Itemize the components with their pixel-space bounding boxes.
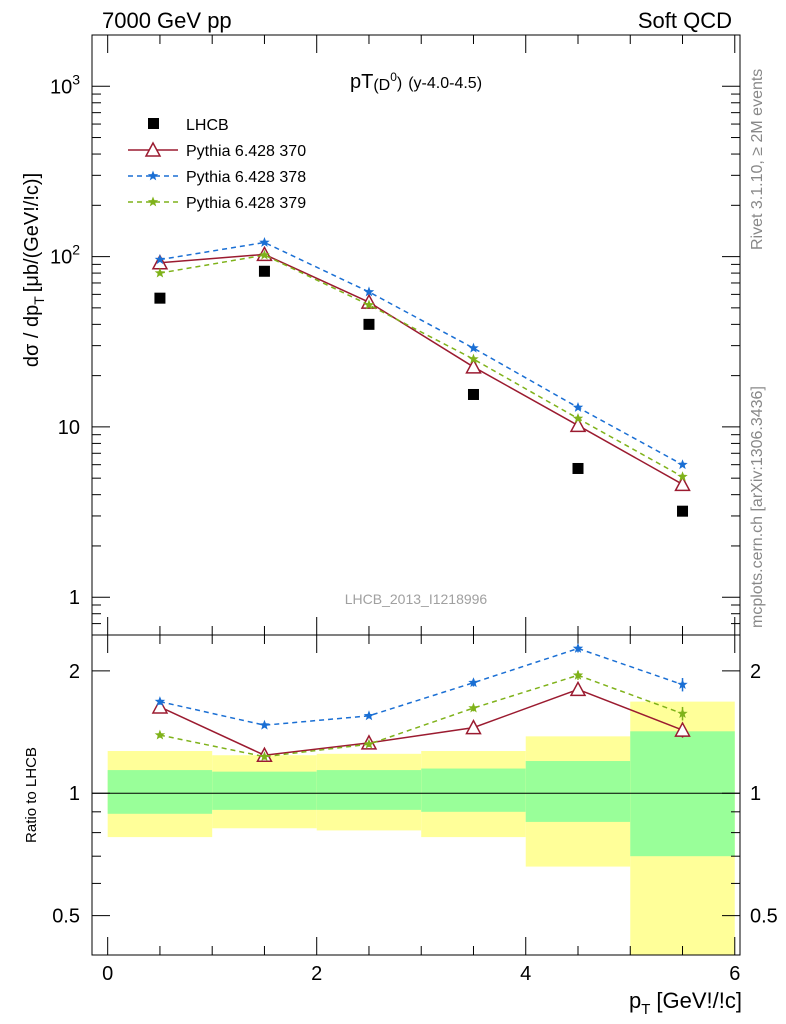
ratio-line-pythia-6-428-370 bbox=[159, 688, 683, 757]
legend-entry-pythia-378: Pythia 6.428 378 bbox=[128, 169, 306, 186]
ratio-point-pythia-6-428-379 bbox=[572, 669, 584, 680]
ratio-point-pythia-6-428-379 bbox=[154, 729, 166, 740]
data-point-lhcb bbox=[572, 462, 584, 474]
ratio-point-pythia-6-428-378 bbox=[259, 719, 270, 730]
series-line-pythia-6-428-378 bbox=[159, 241, 683, 466]
data-point-pythia-6-428-378 bbox=[677, 459, 688, 470]
ratio-point-pythia-6-428-379 bbox=[363, 738, 375, 749]
ratio-point-pythia-6-428-370 bbox=[465, 719, 482, 735]
data-point-pythia-6-428-379 bbox=[259, 249, 270, 260]
ratio-frame bbox=[91, 634, 741, 956]
ratio-point-pythia-6-428-378 bbox=[572, 643, 584, 653]
data-point-pythia-6-428-378 bbox=[363, 286, 375, 297]
plot-title: pT(D0) (y-4.0-4.5) bbox=[350, 70, 482, 94]
rivet-label: Rivet 3.1.10, ≥ 2M events bbox=[749, 69, 766, 250]
series-line-pythia-6-428-370 bbox=[159, 253, 683, 485]
uncertainty-band-stat bbox=[316, 770, 422, 810]
main-series bbox=[151, 237, 691, 517]
legend-label-lhcb: LHCB bbox=[186, 117, 229, 134]
legend-label-pythia-379: Pythia 6.428 379 bbox=[186, 195, 306, 212]
data-point-lhcb bbox=[677, 505, 689, 517]
data-point-pythia-6-428-378 bbox=[572, 402, 584, 412]
series-line-pythia-6-428-379 bbox=[159, 254, 683, 478]
ratio-point-pythia-6-428-379 bbox=[677, 708, 688, 718]
uncertainty-band-stat bbox=[630, 731, 735, 857]
analysis-watermark: LHCB_2013_I1218996 bbox=[345, 591, 488, 607]
ratio-y-tick-label: 1 bbox=[69, 783, 80, 805]
data-point-pythia-6-428-370 bbox=[569, 416, 587, 433]
legend: LHCB Pythia 6.428 370 Pythia 6.428 378 P… bbox=[128, 117, 306, 212]
ratio-point-pythia-6-428-378 bbox=[677, 679, 688, 689]
data-point-lhcb bbox=[363, 318, 375, 330]
legend-marker-pythia-370 bbox=[144, 141, 162, 157]
legend-marker-pythia-379 bbox=[147, 196, 159, 207]
data-point-pythia-6-428-378 bbox=[259, 237, 270, 247]
ratio-panel: 0.5 0.5 1 1 2 2 0 2 4 6 Ratio to LHCB pT [GeV!/!c] bbox=[23, 634, 778, 1018]
ratio-y-tick-label-right: 1 bbox=[750, 783, 761, 805]
legend-label-pythia-378: Pythia 6.428 378 bbox=[186, 169, 306, 186]
legend-label-pythia-370: Pythia 6.428 370 bbox=[186, 143, 306, 160]
legend-entry-lhcb: LHCB bbox=[148, 117, 229, 134]
uncertainty-band-stat bbox=[107, 770, 213, 814]
ratio-y-axis-label: Ratio to LHCB bbox=[23, 747, 40, 843]
data-point-pythia-6-428-379 bbox=[677, 471, 688, 482]
data-point-pythia-6-428-379 bbox=[572, 413, 584, 423]
ratio-point-pythia-6-428-379 bbox=[259, 751, 270, 762]
x-tick-label: 2 bbox=[311, 963, 322, 985]
ratio-point-pythia-6-428-379 bbox=[468, 702, 479, 713]
ratio-point-pythia-6-428-378 bbox=[468, 677, 479, 688]
ratio-y-tick-label: 0.5 bbox=[52, 906, 80, 928]
x-tick-label: 0 bbox=[102, 963, 113, 985]
header-right: Soft QCD bbox=[638, 8, 732, 33]
data-point-pythia-6-428-379 bbox=[468, 353, 479, 364]
ratio-point-pythia-6-428-370 bbox=[569, 680, 587, 697]
ratio-line-pythia-6-428-379 bbox=[159, 674, 683, 758]
main-y-tick-label: 1 bbox=[69, 587, 80, 609]
ratio-ticks: 0.5 0.5 1 1 2 2 0 2 4 6 bbox=[52, 635, 778, 985]
main-panel: 1 10 102 103 pT(D0) (y-4.0-4.5) dσ / dpT[μb/… bbox=[21, 34, 741, 636]
uncertainty-band-stat bbox=[421, 768, 526, 812]
data-point-lhcb bbox=[467, 388, 479, 400]
ratio-point-pythia-6-428-370 bbox=[151, 698, 169, 714]
ratio-point-pythia-6-428-378 bbox=[363, 710, 375, 721]
data-point-pythia-6-428-370 bbox=[465, 358, 482, 374]
main-y-axis-label: dσ / dpT[μb/(GeV!/!c)] bbox=[21, 173, 47, 367]
main-y-tick-label: 102 bbox=[50, 242, 80, 269]
data-point-pythia-6-428-379 bbox=[363, 299, 375, 310]
main-y-tick-label: 10 bbox=[58, 417, 80, 439]
data-point-lhcb bbox=[154, 292, 166, 304]
ratio-line-pythia-6-428-378 bbox=[159, 647, 683, 726]
x-tick-label: 4 bbox=[520, 963, 531, 985]
x-tick-label: 6 bbox=[729, 963, 740, 985]
header-left: 7000 GeV pp bbox=[102, 8, 232, 33]
ratio-series bbox=[151, 643, 691, 762]
legend-marker-pythia-378 bbox=[147, 170, 159, 181]
ratio-y-tick-label: 2 bbox=[69, 661, 80, 683]
legend-entry-pythia-370: Pythia 6.428 370 bbox=[128, 141, 306, 160]
data-point-pythia-6-428-370 bbox=[674, 475, 691, 492]
ratio-y-tick-label-right: 0.5 bbox=[750, 906, 778, 928]
uncertainty-band-stat bbox=[525, 761, 631, 822]
uncertainty-band-stat bbox=[212, 771, 317, 810]
ratio-bands bbox=[107, 701, 735, 955]
data-point-pythia-6-428-378 bbox=[468, 342, 479, 353]
main-ticks: 1 10 102 103 bbox=[50, 34, 740, 636]
ratio-point-pythia-6-428-370 bbox=[674, 721, 691, 737]
ratio-y-tick-label-right: 2 bbox=[750, 661, 761, 683]
x-axis-label: pT [GeV!/!c] bbox=[629, 988, 742, 1018]
data-point-lhcb bbox=[258, 265, 270, 277]
source-label: mcplots.cern.ch [arXiv:1306.3436] bbox=[749, 386, 766, 628]
legend-marker-lhcb bbox=[148, 118, 159, 129]
legend-entry-pythia-379: Pythia 6.428 379 bbox=[128, 195, 306, 212]
data-point-pythia-6-428-379 bbox=[154, 267, 166, 278]
data-point-pythia-6-428-378 bbox=[154, 254, 166, 265]
main-y-tick-label: 103 bbox=[50, 71, 80, 98]
ratio-point-pythia-6-428-378 bbox=[154, 696, 166, 707]
